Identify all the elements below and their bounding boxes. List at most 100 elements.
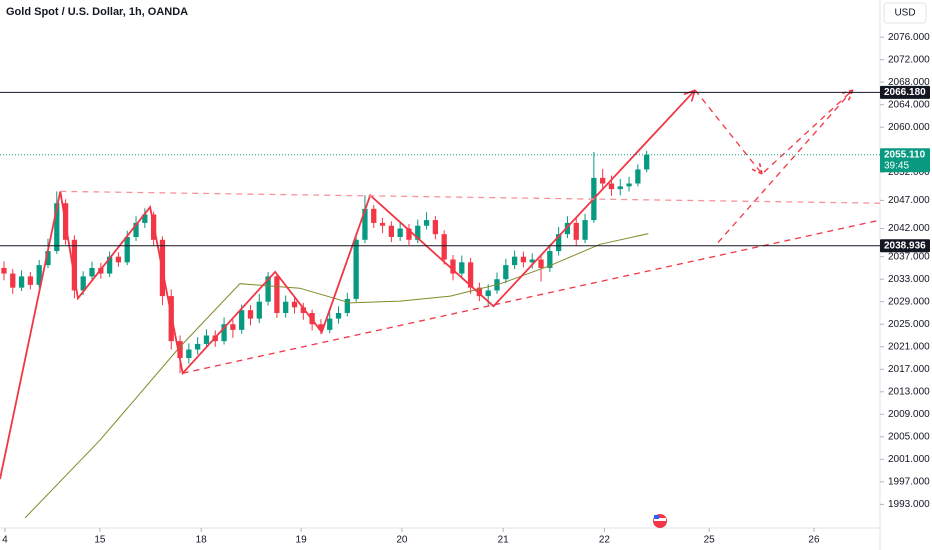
candle-body	[485, 290, 491, 297]
trend-drawing	[717, 89, 854, 244]
y-tick-label: 1997.000	[888, 476, 930, 487]
chart-title: Gold Spot / U.S. Dollar, 1h, OANDA	[6, 6, 188, 18]
candle-body	[335, 312, 342, 319]
event-flag[interactable]	[653, 514, 667, 528]
price-label: 2055.110	[884, 149, 926, 160]
trend-drawing	[694, 89, 854, 175]
candle-body	[318, 324, 324, 330]
x-tick-label: 21	[498, 535, 510, 546]
x-tick-label: 22	[599, 535, 611, 546]
price-label-box	[880, 85, 930, 99]
y-tick-label: 2068.000	[888, 77, 930, 88]
trend-drawing	[0, 89, 696, 480]
y-tick-label: 2029.000	[888, 296, 930, 307]
candle-body	[89, 267, 95, 277]
candle-body	[106, 256, 113, 274]
y-tick-label: 2021.000	[888, 341, 930, 352]
x-tick-label: 20	[396, 535, 408, 546]
candle-body	[177, 341, 183, 359]
axes: 2076.000 2072.000 2068.000 2064.000 2060.000…	[0, 32, 930, 546]
moving-average	[24, 233, 649, 519]
y-tick-label: 2001.000	[888, 454, 930, 465]
candle-body	[423, 220, 430, 226]
candle-body	[115, 256, 122, 263]
candle-body	[36, 265, 42, 285]
arrow-head	[847, 89, 854, 102]
candle-body	[415, 225, 421, 240]
x-tick-label: 15	[94, 535, 106, 546]
y-tick-label: 2033.000	[888, 274, 930, 285]
candle-body	[54, 203, 60, 252]
candle-body	[441, 234, 447, 260]
candle-body	[564, 222, 571, 235]
candle-body	[547, 251, 553, 268]
candle-body	[459, 262, 465, 274]
candle-body	[406, 228, 412, 240]
candle-body	[555, 234, 562, 252]
candle-body	[573, 222, 579, 240]
arrow-head	[840, 89, 853, 95]
price-label: 2066.180	[884, 87, 926, 98]
y-tick-label: 2042.000	[888, 223, 930, 234]
candle-body	[18, 276, 25, 288]
candle-body	[450, 259, 456, 274]
y-tick-label: 2072.000	[888, 54, 930, 65]
candle-body	[635, 169, 641, 184]
candle-body	[133, 222, 139, 237]
y-tick-label: 2005.000	[888, 431, 930, 442]
candle-body	[230, 324, 236, 330]
candle-body	[608, 183, 615, 190]
price-label-box	[880, 239, 930, 253]
x-tick-label: 4	[2, 535, 8, 546]
y-tick-label: 2009.000	[888, 409, 930, 420]
candle-body	[27, 276, 34, 285]
candle-body	[388, 225, 394, 237]
y-tick-label: 2013.000	[888, 386, 930, 397]
candle-body	[274, 276, 280, 313]
candle-body	[80, 276, 86, 291]
candle-body	[582, 220, 588, 240]
x-tick-label: 25	[704, 535, 716, 546]
candle-body	[124, 236, 130, 263]
y-tick-label: 1993.000	[888, 499, 930, 510]
countdown-label: 39:45	[884, 160, 909, 171]
candle-body	[291, 301, 298, 308]
candle-body	[520, 256, 527, 263]
candle-body	[186, 349, 192, 359]
candle-body	[379, 222, 386, 226]
price-label-box	[880, 148, 930, 173]
candle-body	[247, 310, 254, 319]
candle-body	[344, 298, 350, 313]
candle-body	[511, 256, 518, 266]
candle-body	[476, 287, 483, 297]
trend-drawing	[60, 190, 881, 204]
y-tick-label: 2076.000	[888, 32, 930, 43]
candle-body	[432, 220, 439, 235]
candle-body	[600, 177, 606, 184]
candle-body	[239, 310, 245, 330]
y-tick-label: 2025.000	[888, 319, 930, 330]
price-label: 2038.936	[884, 240, 926, 251]
currency-label[interactable]: USD	[894, 8, 915, 19]
overlays	[24, 233, 649, 519]
candle-body	[538, 259, 544, 268]
y-tick-label: 2047.000	[888, 195, 930, 206]
arrow-head	[750, 168, 763, 175]
candle-body	[371, 208, 377, 223]
candle-body	[626, 183, 632, 187]
currency-button[interactable]	[883, 2, 927, 24]
candle-body	[265, 276, 271, 302]
y-tick-label: 2037.000	[888, 251, 930, 262]
y-tick-label: 2017.000	[888, 364, 930, 375]
candle-body	[467, 262, 474, 288]
candle-body	[353, 239, 359, 299]
candle-body	[221, 324, 227, 342]
y-tick-label: 2064.000	[888, 99, 930, 110]
candle-body	[300, 307, 306, 313]
candle-body	[45, 251, 51, 266]
candle-body	[362, 208, 368, 240]
x-tick-label: 26	[808, 535, 820, 546]
candle-body	[529, 259, 535, 263]
